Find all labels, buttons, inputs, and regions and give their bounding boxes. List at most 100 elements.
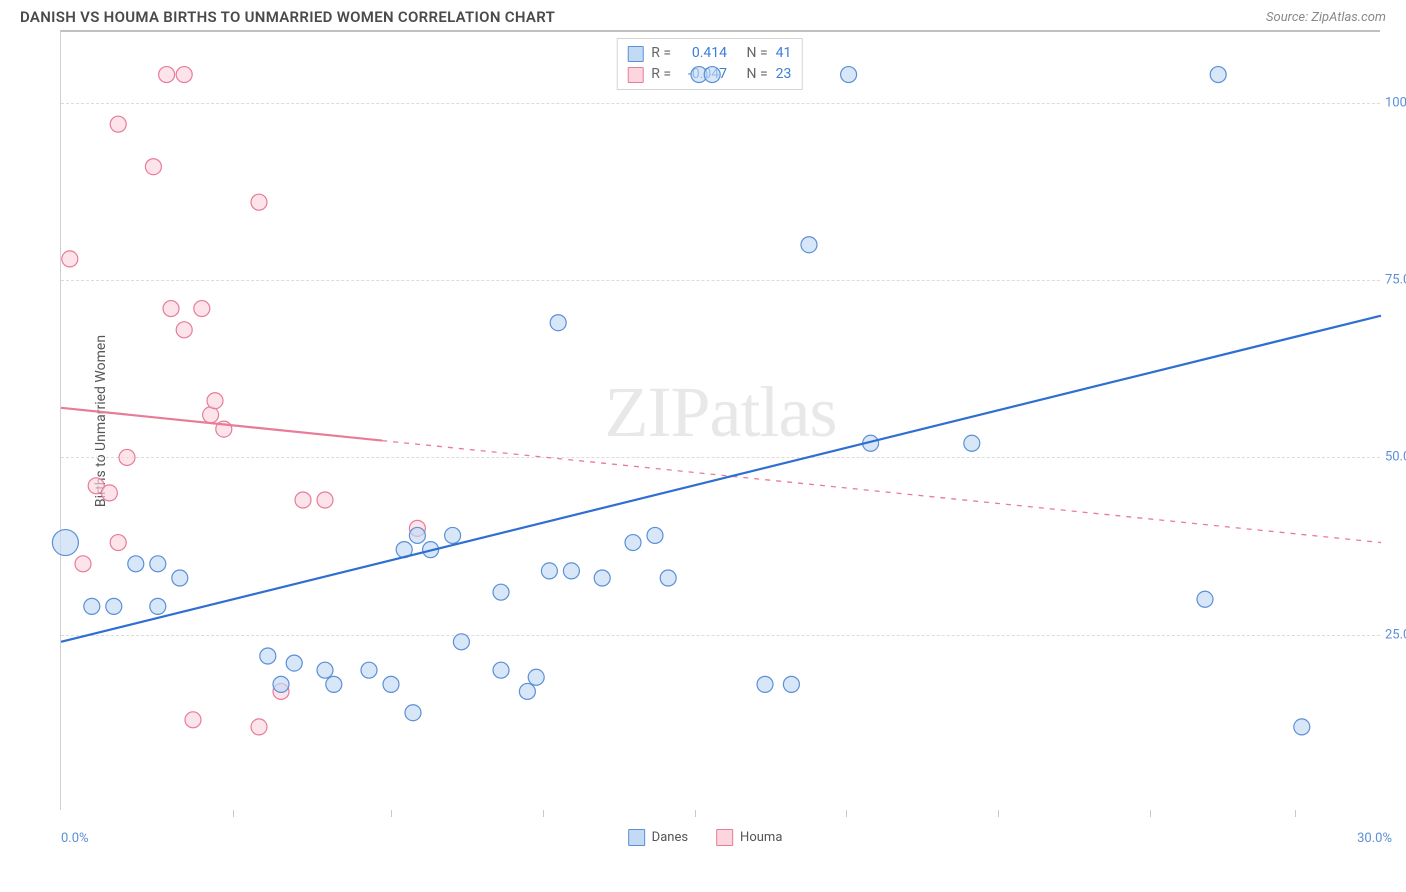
watermark: ZIPatlas <box>605 371 837 454</box>
y-tick-label: 25.0% <box>1385 627 1406 642</box>
y-tick-label: 50.0% <box>1385 450 1406 465</box>
scatter-point <box>216 421 232 437</box>
x-tick <box>391 810 392 817</box>
scatter-point <box>176 322 192 338</box>
stat-r-label: R = <box>651 64 671 85</box>
trend-line <box>382 441 1381 543</box>
scatter-point <box>1210 67 1226 83</box>
scatter-point <box>207 393 223 409</box>
scatter-point <box>863 435 879 451</box>
scatter-point <box>185 712 201 728</box>
scatter-point <box>409 527 425 543</box>
trend-line <box>61 408 382 441</box>
stat-n-danes: 41 <box>776 43 792 64</box>
scatter-point <box>423 542 439 558</box>
scatter-point <box>519 683 535 699</box>
scatter-point <box>110 535 126 551</box>
scatter-point <box>453 634 469 650</box>
scatter-point <box>84 598 100 614</box>
chart-header: DANISH VS HOUMA BIRTHS TO UNMARRIED WOME… <box>0 0 1406 30</box>
y-tick-label: 100.0% <box>1385 95 1406 110</box>
stats-box: R = 0.414 N = 41 R = -0.047 N = 23 <box>616 38 802 90</box>
gridline <box>61 280 1380 281</box>
y-axis-label: Births to Unmarried Women <box>93 335 109 507</box>
x-tick <box>846 810 847 817</box>
scatter-point <box>317 492 333 508</box>
scatter-point <box>286 655 302 671</box>
scatter-point <box>383 676 399 692</box>
legend-label-danes: Danes <box>652 830 688 845</box>
scatter-point <box>176 67 192 83</box>
watermark-atlas: atlas <box>710 372 837 452</box>
chart-plot-area: Births to Unmarried Women ZIPatlas 25.0%… <box>60 30 1380 810</box>
y-tick-label: 75.0% <box>1385 273 1406 288</box>
stat-r-label: R = <box>651 43 671 64</box>
scatter-point <box>660 570 676 586</box>
stat-r-houma: -0.047 <box>679 64 727 85</box>
legend-item-danes: Danes <box>628 829 688 846</box>
stats-row-danes: R = 0.414 N = 41 <box>627 43 791 64</box>
x-axis-max-label: 30.0% <box>1357 831 1392 846</box>
scatter-point <box>757 676 773 692</box>
scatter-point <box>194 301 210 317</box>
scatter-point <box>1197 591 1213 607</box>
scatter-point <box>361 662 377 678</box>
scatter-point <box>106 598 122 614</box>
swatch-icon <box>627 46 643 62</box>
scatter-point <box>251 719 267 735</box>
scatter-point <box>150 598 166 614</box>
swatch-icon <box>716 829 733 846</box>
x-tick <box>233 810 234 817</box>
scatter-point <box>110 116 126 132</box>
scatter-point <box>62 251 78 267</box>
chart-title: DANISH VS HOUMA BIRTHS TO UNMARRIED WOME… <box>20 8 555 26</box>
legend: Danes Houma <box>628 829 783 846</box>
scatter-plot-svg <box>61 32 1380 810</box>
x-tick <box>695 810 696 817</box>
x-tick <box>543 810 544 817</box>
scatter-point <box>445 527 461 543</box>
scatter-point <box>493 584 509 600</box>
legend-item-houma: Houma <box>716 829 782 846</box>
scatter-point <box>326 676 342 692</box>
scatter-point <box>647 527 663 543</box>
scatter-point <box>1294 719 1310 735</box>
scatter-point <box>964 435 980 451</box>
scatter-point <box>251 194 267 210</box>
scatter-point <box>594 570 610 586</box>
x-axis-min-label: 0.0% <box>61 831 89 846</box>
scatter-point <box>295 492 311 508</box>
scatter-point <box>493 662 509 678</box>
scatter-point <box>405 705 421 721</box>
scatter-point <box>528 669 544 685</box>
scatter-point <box>159 67 175 83</box>
scatter-point <box>317 662 333 678</box>
scatter-point <box>625 535 641 551</box>
scatter-point <box>801 237 817 253</box>
scatter-point <box>541 563 557 579</box>
scatter-point <box>260 648 276 664</box>
scatter-point <box>128 556 144 572</box>
watermark-zip: ZIP <box>605 372 710 452</box>
scatter-point <box>783 676 799 692</box>
stat-n-houma: 23 <box>776 64 792 85</box>
scatter-point <box>841 67 857 83</box>
legend-label-houma: Houma <box>740 830 782 845</box>
gridline <box>61 103 1380 104</box>
x-tick <box>1150 810 1151 817</box>
chart-source: Source: ZipAtlas.com <box>1266 10 1386 25</box>
scatter-point <box>150 556 166 572</box>
scatter-point <box>273 676 289 692</box>
scatter-point <box>396 542 412 558</box>
trend-line <box>61 316 1381 642</box>
stat-n-label: N = <box>747 64 768 85</box>
scatter-point <box>163 301 179 317</box>
scatter-point <box>550 315 566 331</box>
stat-r-danes: 0.414 <box>679 43 727 64</box>
x-tick <box>1295 810 1296 817</box>
x-tick <box>998 810 999 817</box>
stats-row-houma: R = -0.047 N = 23 <box>627 64 791 85</box>
swatch-icon <box>628 829 645 846</box>
scatter-point <box>203 407 219 423</box>
scatter-point <box>145 159 161 175</box>
